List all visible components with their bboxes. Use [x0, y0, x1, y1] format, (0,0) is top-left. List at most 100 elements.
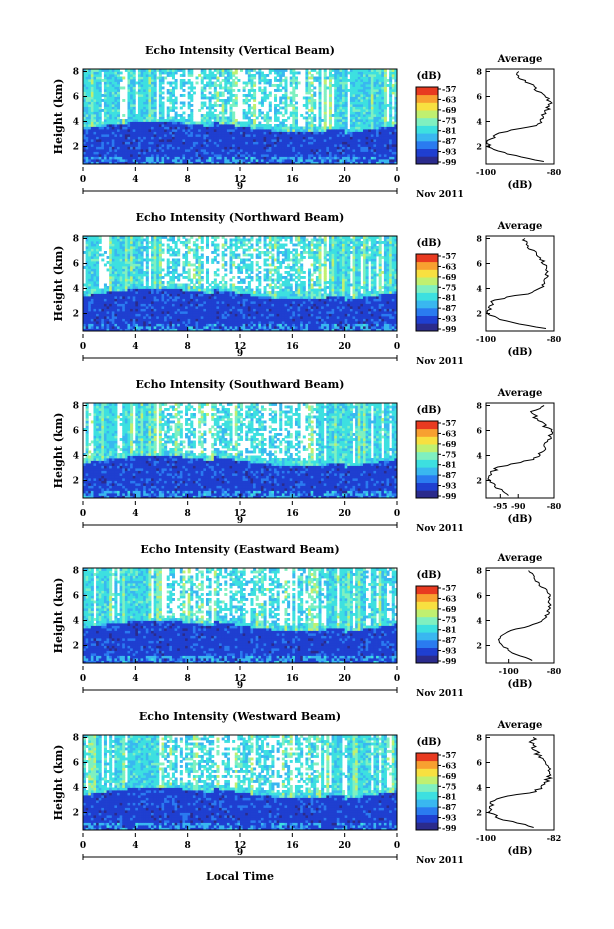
heatmap-cell — [389, 141, 393, 145]
heatmap-cell — [145, 323, 149, 327]
heatmap-cell — [164, 296, 168, 299]
heatmap-cell — [122, 121, 126, 125]
heatmap-cell — [389, 149, 393, 152]
heatmap-cell — [362, 86, 366, 90]
heatmap-cell — [302, 141, 306, 145]
heatmap-cell — [373, 81, 377, 85]
heatmap-cell — [268, 146, 272, 150]
heatmap-cell — [203, 156, 207, 160]
heatmap-cell — [169, 126, 173, 130]
heatmap-cell — [174, 146, 178, 150]
heatmap-cell — [271, 144, 275, 147]
heatmap-cell — [198, 126, 202, 130]
heatmap-cell — [148, 71, 152, 75]
heatmap-cell — [140, 263, 144, 267]
heatmap-cell — [242, 126, 246, 130]
heatmap-cell — [96, 266, 100, 269]
heatmap-cell — [208, 69, 212, 72]
heatmap-cell — [302, 104, 306, 107]
heatmap-cell — [281, 129, 285, 132]
heatmap-cell — [114, 288, 118, 292]
heatmap-cell — [198, 134, 202, 137]
heatmap-cell — [140, 136, 144, 140]
heatmap-cell — [376, 129, 380, 132]
heatmap-cell — [151, 321, 155, 324]
heatmap-cell — [117, 151, 121, 155]
heatmap-cell — [318, 86, 322, 90]
heatmap-cell — [213, 149, 217, 152]
heatmap-cell — [229, 76, 233, 80]
colorbar-tick-label: -87 — [442, 136, 456, 146]
heatmap-cell — [394, 114, 398, 117]
heatmap-cell — [245, 159, 249, 162]
heatmap-cell — [208, 106, 212, 110]
heatmap-cell — [140, 308, 144, 312]
heatmap-cell — [88, 119, 92, 122]
heatmap-cell — [221, 99, 225, 102]
heatmap-cell — [132, 101, 136, 105]
heatmap-cell — [124, 154, 128, 157]
heatmap-cell — [166, 306, 170, 309]
heatmap-cell — [101, 318, 105, 322]
heatmap-cell — [166, 288, 170, 292]
heatmap-cell — [182, 71, 186, 75]
heatmap-cell — [161, 114, 165, 117]
heatmap-cell — [83, 151, 87, 155]
heatmap-cell — [323, 94, 327, 97]
heatmap-cell — [90, 296, 94, 299]
heatmap-cell — [289, 69, 293, 72]
heatmap-cell — [93, 129, 97, 132]
heatmap-cell — [331, 151, 335, 155]
heatmap-cell — [221, 79, 225, 82]
heatmap-cell — [344, 99, 348, 102]
heatmap-cell — [103, 134, 107, 137]
heatmap-cell — [250, 94, 254, 97]
heatmap-cell — [294, 116, 298, 120]
heatmap-cell — [344, 81, 348, 85]
heatmap-cell — [216, 146, 220, 150]
heatmap-cell — [103, 106, 107, 110]
heatmap-cell — [148, 149, 152, 152]
heatmap-cell — [234, 154, 238, 157]
heatmap-cell — [216, 136, 220, 140]
heatmap-cell — [151, 109, 155, 112]
heatmap-cell — [328, 154, 332, 157]
heatmap-cell — [161, 326, 165, 329]
heatmap-cell — [96, 144, 100, 147]
heatmap-cell — [305, 149, 309, 152]
heatmap-cell — [266, 96, 270, 100]
y-tick-label: 8 — [73, 68, 79, 78]
heatmap-cell — [323, 131, 327, 135]
heatmap-cell — [326, 129, 330, 132]
heatmap-cell — [211, 129, 215, 132]
heatmap-cell — [192, 159, 196, 162]
heatmap-cell — [187, 154, 191, 157]
heatmap-cell — [153, 261, 157, 264]
heatmap-cell — [156, 303, 160, 307]
heatmap-cell — [117, 301, 121, 304]
heatmap-cell — [174, 151, 178, 155]
heatmap-cell — [247, 124, 251, 127]
heatmap-cell — [127, 238, 131, 242]
heatmap-cell — [171, 276, 175, 279]
heatmap-cell — [284, 159, 288, 162]
heatmap-cell — [310, 76, 314, 80]
heatmap-field — [83, 236, 398, 332]
heatmap-cell — [151, 283, 155, 287]
heatmap-cell — [292, 129, 296, 132]
heatmap-cell — [114, 119, 118, 122]
heatmap-cell — [323, 99, 327, 102]
heatmap-cell — [122, 119, 126, 122]
heatmap-cell — [135, 116, 139, 120]
heatmap-cell — [88, 149, 92, 152]
heatmap-cell — [143, 286, 147, 289]
heatmap-cell — [297, 144, 301, 147]
heatmap-cell — [85, 303, 89, 307]
heatmap-cell — [98, 241, 102, 244]
heatmap-cell — [213, 104, 217, 107]
heatmap-cell — [158, 134, 162, 137]
heatmap-cell — [281, 126, 285, 130]
heatmap-cell — [90, 89, 94, 92]
heatmap-cell — [124, 238, 128, 242]
heatmap-cell — [156, 266, 160, 269]
